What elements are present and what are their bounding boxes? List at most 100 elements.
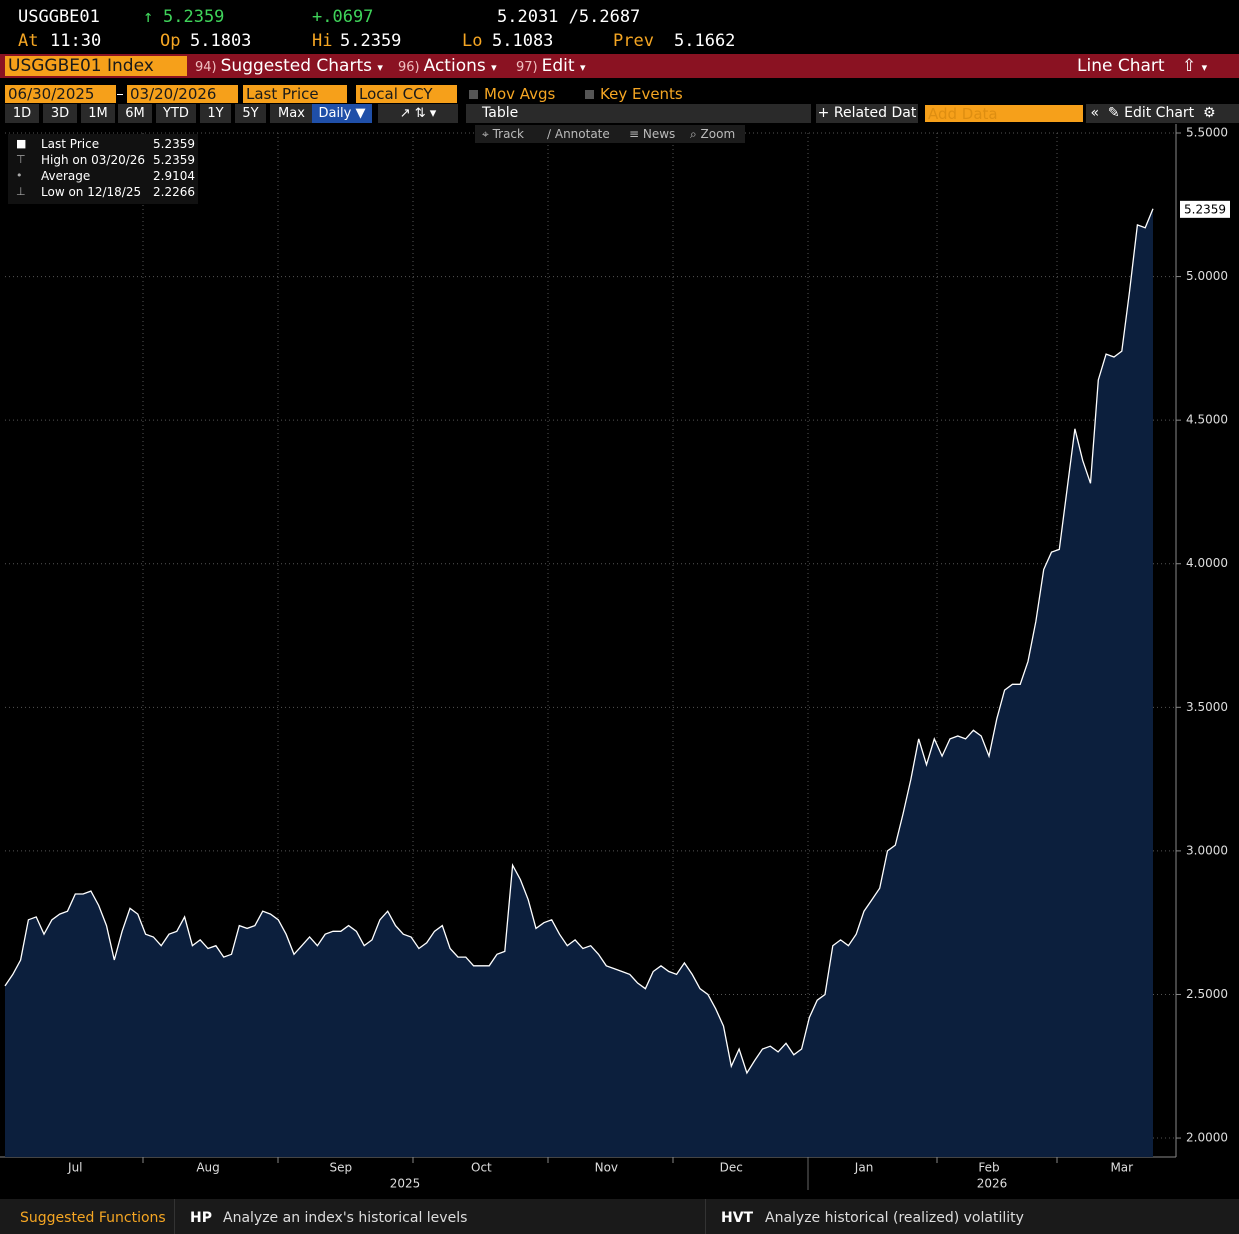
tool-button[interactable]: ⌖ Track: [482, 127, 524, 141]
legend-icon: •: [16, 169, 23, 182]
line: [4, 208, 1154, 1075]
label: Hi: [312, 31, 333, 51]
function-code[interactable]: HP: [190, 1210, 212, 1226]
last-value-label: 5.2359: [1184, 202, 1226, 216]
value: 5.1662: [674, 31, 736, 51]
edit-chart-label: Edit Chart: [1124, 105, 1195, 121]
currency-select[interactable]: Local CCY: [356, 85, 457, 103]
related-label: Related Dat: [833, 105, 917, 121]
menu-label: Suggested Charts: [220, 56, 372, 76]
x-tick-label: Jan: [854, 1161, 874, 1175]
related-data-button[interactable]: + Related Dat: [816, 104, 918, 123]
table-button[interactable]: Table: [466, 104, 811, 123]
period-button[interactable]: 3D: [43, 104, 77, 123]
tool-button[interactable]: ⌕ Zoom: [690, 127, 736, 141]
frequency-label: Daily: [318, 106, 352, 121]
legend-label: Low on 12/18/25: [41, 185, 142, 199]
tool-label: News: [642, 127, 676, 141]
footer-title: Suggested Functions: [20, 1210, 166, 1226]
period-button[interactable]: 6M: [118, 104, 152, 123]
legend-box: [8, 134, 198, 204]
year-label: 2025: [390, 1177, 421, 1191]
net-change: +.0697: [312, 7, 374, 27]
legend-value: 5.2359: [153, 153, 195, 167]
separator: [174, 1199, 175, 1234]
checkbox[interactable]: Key Events: [585, 85, 683, 103]
separator: [705, 1199, 706, 1234]
chart-style-button[interactable]: ↗ ⇅ ▾: [378, 104, 458, 123]
up-arrow: ↑: [143, 7, 154, 27]
period-button[interactable]: YTD: [156, 104, 196, 123]
value: 5.1803: [190, 31, 252, 51]
y-tick-label: 3.0000: [1186, 843, 1228, 857]
y-tick-label: 3.5000: [1186, 700, 1228, 714]
tool-label: Annotate: [554, 127, 610, 141]
frequency-button[interactable]: Daily ▼: [312, 104, 372, 123]
toolbar: [0, 54, 1239, 78]
period-button[interactable]: 1Y: [200, 104, 231, 123]
tool-label: Zoom: [700, 127, 736, 141]
edit-chart-button[interactable]: « ✎ Edit Chart ⚙: [1086, 104, 1239, 123]
footer: Suggested Functions HP Analyze an index'…: [0, 1199, 1239, 1234]
label: Lo: [462, 31, 483, 51]
tool-button[interactable]: ∕ Annotate: [547, 127, 610, 141]
menu-button[interactable]: 94) Suggested Charts ▾: [195, 56, 383, 76]
label: Op: [160, 31, 181, 51]
legend-value: 5.2359: [153, 137, 195, 151]
last-price: 5.2359: [163, 7, 225, 27]
x-tick-label: Oct: [471, 1161, 492, 1175]
tool-button[interactable]: ≡ News: [629, 127, 676, 141]
menu-label: Actions: [423, 56, 486, 76]
label: At: [18, 31, 39, 51]
placeholder: Add Data: [928, 105, 998, 123]
end-date[interactable]: 03/20/2026: [127, 85, 238, 103]
y-tick-label: 4.0000: [1186, 556, 1228, 570]
tool-label: Track: [492, 127, 524, 141]
menu-button[interactable]: 97) Edit ▾: [516, 56, 586, 76]
legend-label: Last Price: [41, 137, 100, 151]
menu-button[interactable]: 96) Actions ▾: [398, 56, 497, 76]
x-tick-label: Jul: [67, 1161, 82, 1175]
period-button[interactable]: Max: [270, 104, 313, 123]
start-date[interactable]: 06/30/2025: [5, 85, 116, 103]
x-tick-label: Dec: [720, 1161, 743, 1175]
legend-icon: ⊥: [16, 185, 26, 198]
x-tick-label: Aug: [196, 1161, 219, 1175]
field-select[interactable]: Last Price: [243, 85, 347, 103]
x-tick-label: Mar: [1110, 1161, 1133, 1175]
x-tick-label: Nov: [595, 1161, 618, 1175]
menu-number: 94): [195, 60, 217, 75]
area: [5, 208, 1153, 1158]
legend-value: 2.9104: [153, 169, 195, 183]
add-data-input[interactable]: Add Data: [925, 105, 1083, 123]
y-tick-label: 5.5000: [1186, 126, 1228, 140]
checkbox[interactable]: Mov Avgs: [469, 85, 555, 103]
period-button[interactable]: 5Y: [235, 104, 266, 123]
value: 5.2359: [340, 31, 402, 51]
y-tick-label: 4.5000: [1186, 413, 1228, 427]
legend-icon: ⊤: [16, 153, 26, 166]
y-tick-label: 5.0000: [1186, 269, 1228, 283]
chart-type-button[interactable]: Line Chart ⇧ ▾: [1077, 56, 1208, 76]
menu-number: 97): [516, 60, 538, 75]
year-label: 2026: [977, 1177, 1008, 1191]
label: Prev: [613, 31, 654, 51]
x-tick-label: Sep: [329, 1161, 352, 1175]
value: 5.1083: [492, 31, 554, 51]
ticker: USGGBE01: [18, 7, 100, 27]
period-button[interactable]: 1M: [81, 104, 115, 123]
y-tick-label: 2.5000: [1186, 987, 1228, 1001]
x-tick-label: Feb: [978, 1161, 999, 1175]
tool-strip: [475, 125, 745, 143]
date-dash: [117, 94, 123, 95]
period-button[interactable]: 1D: [5, 104, 39, 123]
bid-ask: 5.2031 /5.2687: [497, 7, 641, 27]
function-code[interactable]: HVT: [721, 1210, 754, 1226]
legend-label: High on 03/20/26: [41, 153, 146, 167]
legend-label: Average: [41, 169, 91, 183]
security-field[interactable]: USGGBE01 Index: [5, 56, 187, 76]
menu-label: Edit: [541, 56, 575, 76]
function-desc: Analyze an index's historical levels: [223, 1210, 468, 1226]
